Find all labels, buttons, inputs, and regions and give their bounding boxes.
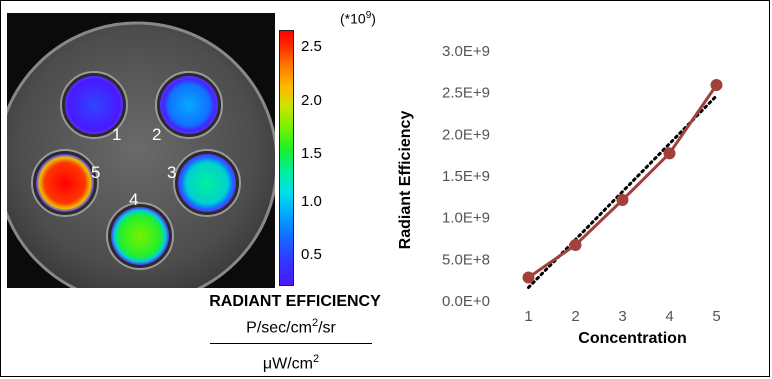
well-signal bbox=[178, 154, 236, 212]
y-tick-label: 0.0E+0 bbox=[442, 293, 490, 310]
multiplier-base: (*10 bbox=[340, 10, 366, 27]
numerator-base: P/sec/cm bbox=[246, 319, 312, 337]
x-tick-label: 1 bbox=[524, 308, 532, 325]
series-line bbox=[527, 84, 718, 279]
data-point bbox=[569, 239, 582, 251]
multiplier-exponent: 9 bbox=[365, 10, 372, 21]
y-tick-label: 1.0E+9 bbox=[442, 210, 490, 227]
x-tick-label: 3 bbox=[618, 308, 626, 325]
well-label: 4 bbox=[129, 190, 138, 209]
numerator-exponent: 2 bbox=[311, 317, 319, 329]
y-tick-label: 2.0E+9 bbox=[442, 126, 490, 143]
y-tick-label: 3.0E+9 bbox=[442, 43, 490, 60]
x-tick-label: 2 bbox=[571, 308, 579, 325]
well-label: 2 bbox=[152, 125, 161, 144]
denominator-exponent: 2 bbox=[312, 353, 320, 365]
well-signal bbox=[36, 154, 94, 212]
data-point bbox=[710, 79, 723, 91]
x-tick-label: 4 bbox=[665, 308, 673, 325]
data-point bbox=[616, 194, 629, 206]
unit-numerator: P/sec/cm2/sr bbox=[210, 317, 372, 337]
y-tick-label: 5.0E+8 bbox=[442, 251, 490, 268]
unit-denominator: μW/cm2 bbox=[210, 353, 372, 373]
well-label: 5 bbox=[91, 163, 100, 182]
y-tick-label: 2.5E+9 bbox=[442, 85, 490, 102]
colorbar-tick: 0.5 bbox=[301, 246, 322, 263]
well-label: 1 bbox=[112, 125, 121, 144]
well-signal bbox=[111, 207, 169, 265]
colorbar-tick: 1.0 bbox=[301, 193, 322, 210]
well-signal bbox=[65, 76, 123, 134]
data-point bbox=[522, 271, 535, 284]
numerator-tail: /sr bbox=[318, 319, 336, 337]
radiant-efficiency-title: RADIANT EFFICIENCY bbox=[209, 293, 381, 310]
x-axis-label: Concentration bbox=[578, 330, 686, 347]
well-label: 3 bbox=[167, 163, 176, 182]
colorbar-tick: 2.0 bbox=[301, 92, 322, 109]
data-point bbox=[663, 147, 676, 160]
colorbar-multiplier: (*109) bbox=[340, 11, 376, 26]
y-axis-label: Radiant Efficiency bbox=[397, 111, 414, 250]
x-tick-label: 5 bbox=[712, 308, 720, 325]
multiplier-close: ) bbox=[371, 10, 376, 27]
line-chart: 0.0E+0 5.0E+8 1.0E+9 1.5E+9 2.0E+9 2.5E+9 3.0E… bbox=[397, 43, 723, 347]
well-signal bbox=[160, 76, 218, 134]
unit-fraction-line bbox=[210, 343, 372, 344]
denominator-base: μW/cm bbox=[262, 355, 313, 373]
colorbar-tick: 1.5 bbox=[301, 145, 322, 162]
y-tick-label: 1.5E+9 bbox=[442, 168, 490, 185]
colorbar-scale bbox=[279, 30, 294, 286]
colorbar-tick: 2.5 bbox=[301, 38, 322, 55]
